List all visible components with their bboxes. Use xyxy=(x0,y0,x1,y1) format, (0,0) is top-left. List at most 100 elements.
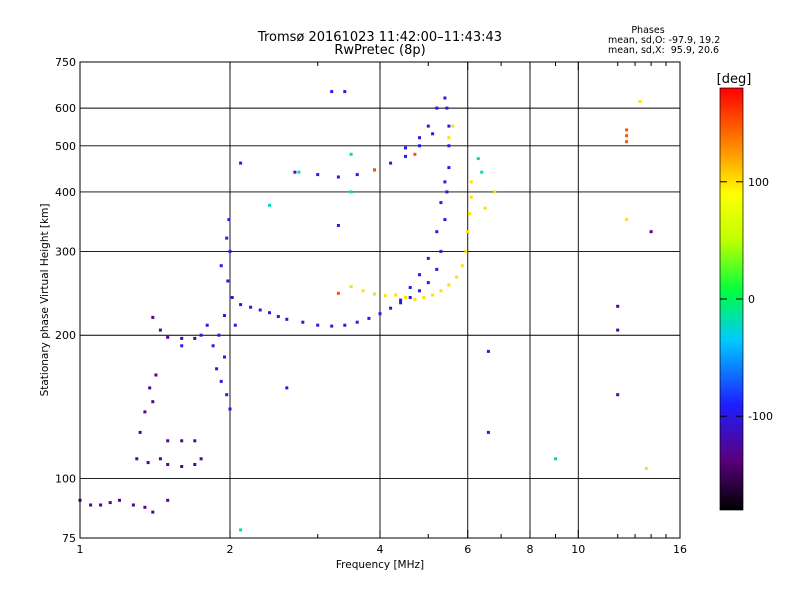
data-point xyxy=(138,430,142,434)
data-point xyxy=(336,291,340,295)
data-point xyxy=(316,173,320,177)
data-point xyxy=(435,230,439,234)
data-point xyxy=(205,323,209,327)
data-point xyxy=(493,190,497,194)
x-tick-label: 16 xyxy=(673,543,687,556)
data-point xyxy=(469,195,473,199)
data-point xyxy=(223,355,226,359)
data-point xyxy=(343,90,347,94)
data-point xyxy=(625,140,629,144)
data-point xyxy=(435,106,439,110)
data-point xyxy=(625,218,629,222)
data-point xyxy=(180,336,184,340)
data-point xyxy=(367,316,371,320)
data-point xyxy=(476,157,480,161)
data-point xyxy=(268,203,271,207)
data-point xyxy=(486,349,490,353)
y-tick-label: 750 xyxy=(55,56,76,69)
data-point xyxy=(199,457,203,461)
data-point xyxy=(404,146,407,150)
data-point xyxy=(166,439,170,443)
data-point xyxy=(193,439,197,443)
x-tick-label: 1 xyxy=(77,543,84,556)
data-point xyxy=(404,154,407,158)
data-point xyxy=(447,283,451,287)
data-point xyxy=(166,335,170,339)
data-point xyxy=(404,296,407,299)
data-point xyxy=(399,301,403,305)
data-point xyxy=(443,180,447,184)
y-tick-label: 100 xyxy=(55,473,76,486)
data-point xyxy=(89,503,93,507)
data-point xyxy=(239,528,243,532)
data-point xyxy=(389,306,393,310)
data-point xyxy=(408,296,412,299)
colorbar-ticks: 100 0 -100 xyxy=(720,176,773,423)
data-point xyxy=(143,410,147,414)
data-point xyxy=(413,297,417,301)
data-point xyxy=(349,152,353,156)
data-point xyxy=(469,180,473,184)
data-point xyxy=(616,393,620,397)
data-point xyxy=(343,323,347,327)
data-point xyxy=(151,315,155,319)
data-point xyxy=(383,294,387,298)
data-point xyxy=(154,373,158,377)
data-point xyxy=(464,249,468,253)
data-point xyxy=(439,201,443,205)
data-point xyxy=(439,249,443,253)
data-point xyxy=(239,161,243,165)
data-point xyxy=(180,465,184,468)
y-tick-label: 400 xyxy=(55,186,76,199)
colorbar-tick-label: 0 xyxy=(748,293,755,306)
data-point xyxy=(199,333,203,337)
data-point xyxy=(215,367,219,371)
data-point xyxy=(330,90,334,94)
data-point xyxy=(418,136,421,140)
x-tick-label: 4 xyxy=(377,543,384,556)
data-point xyxy=(355,173,359,177)
data-point xyxy=(468,212,471,216)
data-point xyxy=(349,190,353,194)
data-point xyxy=(486,430,490,434)
data-point xyxy=(268,311,271,315)
data-point xyxy=(399,298,403,302)
colorbar-tick-label: 100 xyxy=(748,176,769,189)
data-point xyxy=(431,293,435,297)
data-point xyxy=(418,289,421,293)
data-point xyxy=(447,136,451,140)
data-point xyxy=(193,336,197,340)
data-point xyxy=(143,505,147,509)
data-point xyxy=(228,407,232,411)
data-point xyxy=(638,99,642,103)
data-point xyxy=(355,320,359,324)
data-point xyxy=(439,289,443,293)
data-point xyxy=(336,175,340,179)
data-point xyxy=(480,170,484,174)
data-point xyxy=(228,249,232,253)
data-point xyxy=(227,218,231,222)
data-point xyxy=(418,144,421,148)
data-point xyxy=(431,132,435,136)
data-point xyxy=(361,289,365,293)
data-point xyxy=(625,128,629,132)
data-point xyxy=(225,236,229,240)
data-point xyxy=(249,305,253,309)
data-point xyxy=(418,273,421,277)
data-point xyxy=(166,463,170,466)
data-point xyxy=(223,314,226,317)
data-point xyxy=(649,230,653,234)
data-point xyxy=(158,457,162,461)
y-tick-label: 75 xyxy=(62,532,76,545)
data-point xyxy=(148,386,152,390)
data-point xyxy=(378,312,382,316)
data-point xyxy=(445,190,449,194)
data-point xyxy=(483,206,487,210)
data-point xyxy=(460,264,464,268)
data-point xyxy=(422,296,426,299)
y-tick-label: 500 xyxy=(55,140,76,153)
data-point xyxy=(230,296,234,299)
data-point xyxy=(616,304,620,308)
phase-stats-heading: Phases xyxy=(631,25,664,36)
